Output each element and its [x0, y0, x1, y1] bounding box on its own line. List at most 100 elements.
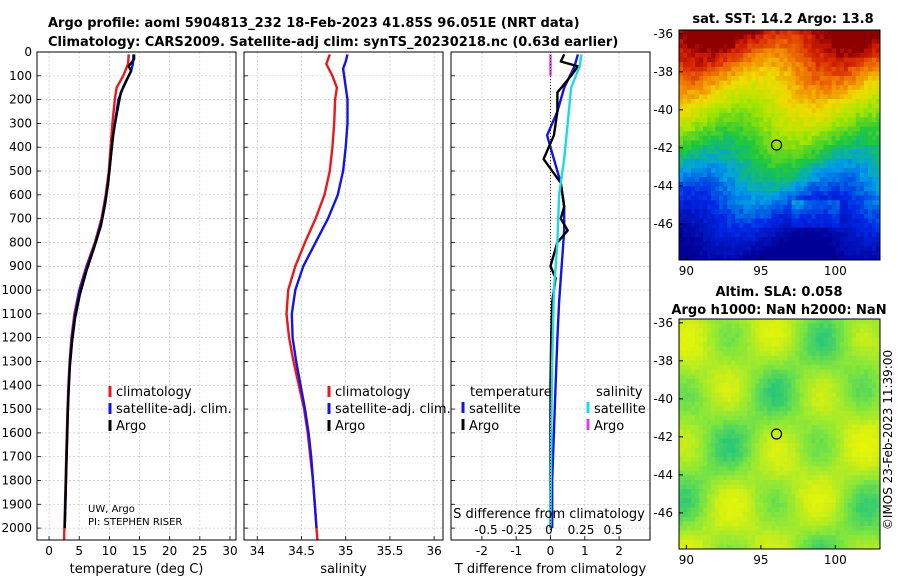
- map-cell: [739, 378, 744, 384]
- map-cell: [711, 131, 716, 137]
- map-cell: [811, 53, 817, 59]
- map-cell: [835, 181, 841, 187]
- map-cell: [835, 457, 841, 463]
- map-cell: [799, 466, 805, 472]
- map-cell: [779, 48, 785, 54]
- map-cell: [683, 388, 688, 394]
- map-cell: [703, 39, 708, 45]
- map-cell: [835, 154, 841, 160]
- map-cell: [739, 200, 744, 206]
- map-cell: [687, 181, 692, 187]
- map-cell: [715, 332, 720, 338]
- map-cell: [791, 447, 797, 453]
- map-cell: [855, 512, 861, 518]
- map-cell: [783, 443, 789, 449]
- map-cell: [691, 89, 696, 95]
- map-cell: [731, 57, 736, 63]
- map-cell: [807, 145, 813, 151]
- map-cell: [799, 89, 805, 95]
- map-cell: [739, 392, 744, 398]
- map-cell: [707, 53, 712, 59]
- map-cell: [775, 177, 780, 183]
- map-cell: [831, 163, 837, 169]
- map-cell: [719, 438, 724, 444]
- map-cell: [791, 237, 797, 243]
- map-cell: [751, 43, 756, 49]
- map-cell: [815, 507, 821, 513]
- map-cell: [707, 397, 712, 403]
- map-cell: [827, 415, 833, 421]
- map-cell: [735, 434, 740, 440]
- map-cell: [723, 346, 728, 352]
- map-cell: [815, 480, 821, 486]
- map-cell: [847, 447, 853, 453]
- map-cell: [755, 195, 760, 201]
- map-cell: [727, 126, 732, 132]
- map-cell: [819, 351, 825, 357]
- map-cell: [787, 53, 793, 59]
- map-cell: [715, 250, 720, 256]
- map-cell: [687, 149, 692, 155]
- map-cell: [755, 76, 760, 82]
- map-cell: [755, 328, 760, 334]
- map-cell: [751, 355, 756, 361]
- map-cell: [767, 503, 772, 509]
- map-cell: [775, 99, 780, 105]
- map-cell: [719, 480, 724, 486]
- map-cell: [791, 76, 797, 82]
- map-cell: [755, 149, 760, 155]
- map-cell: [811, 218, 817, 224]
- map-cell: [819, 108, 825, 114]
- map-cell: [847, 378, 853, 384]
- map-cell: [703, 168, 708, 174]
- map-cell: [823, 503, 829, 509]
- map-cell: [807, 493, 813, 499]
- map-cell: [691, 415, 696, 421]
- map-cell: [727, 246, 732, 252]
- map-cell: [679, 438, 684, 444]
- map-cell: [815, 204, 821, 210]
- map-cell: [843, 181, 849, 187]
- map-cell: [763, 346, 768, 352]
- map-cell: [771, 227, 776, 233]
- map-cell: [843, 112, 849, 118]
- map-cell: [703, 369, 708, 375]
- map-cell: [871, 241, 877, 247]
- map-cell: [855, 214, 861, 220]
- map-cell: [699, 172, 704, 178]
- map-cell: [699, 521, 704, 527]
- map-cell: [687, 480, 692, 486]
- map-cell: [695, 85, 700, 91]
- map-cell: [787, 374, 793, 380]
- map-cell: [835, 117, 841, 123]
- map-cell: [779, 406, 785, 412]
- map-cell: [847, 191, 853, 197]
- map-cell: [811, 232, 817, 238]
- map-cell: [875, 117, 881, 123]
- map-cell: [743, 30, 748, 36]
- map-cell: [819, 360, 825, 366]
- map-cell: [679, 53, 684, 59]
- map-cell: [835, 452, 841, 458]
- map-cell: [831, 250, 837, 256]
- map-cell: [807, 255, 813, 261]
- map-cell: [783, 204, 789, 210]
- map-cell: [711, 337, 716, 343]
- map-cell: [679, 470, 684, 476]
- map-cell: [687, 168, 692, 174]
- map-cell: [827, 227, 833, 233]
- map-cell: [819, 484, 825, 490]
- map-cell: [771, 337, 776, 343]
- map-cell: [755, 232, 760, 238]
- map-cell: [855, 145, 861, 151]
- map-cell: [803, 232, 809, 238]
- map-cell: [815, 498, 821, 504]
- map-cell: [795, 158, 801, 164]
- map-cell: [787, 397, 793, 403]
- map-cell: [807, 122, 813, 128]
- map-cell: [707, 223, 712, 229]
- map-cell: [707, 145, 712, 151]
- map-cell: [875, 406, 881, 412]
- map-cell: [835, 71, 841, 77]
- map-cell: [731, 319, 736, 325]
